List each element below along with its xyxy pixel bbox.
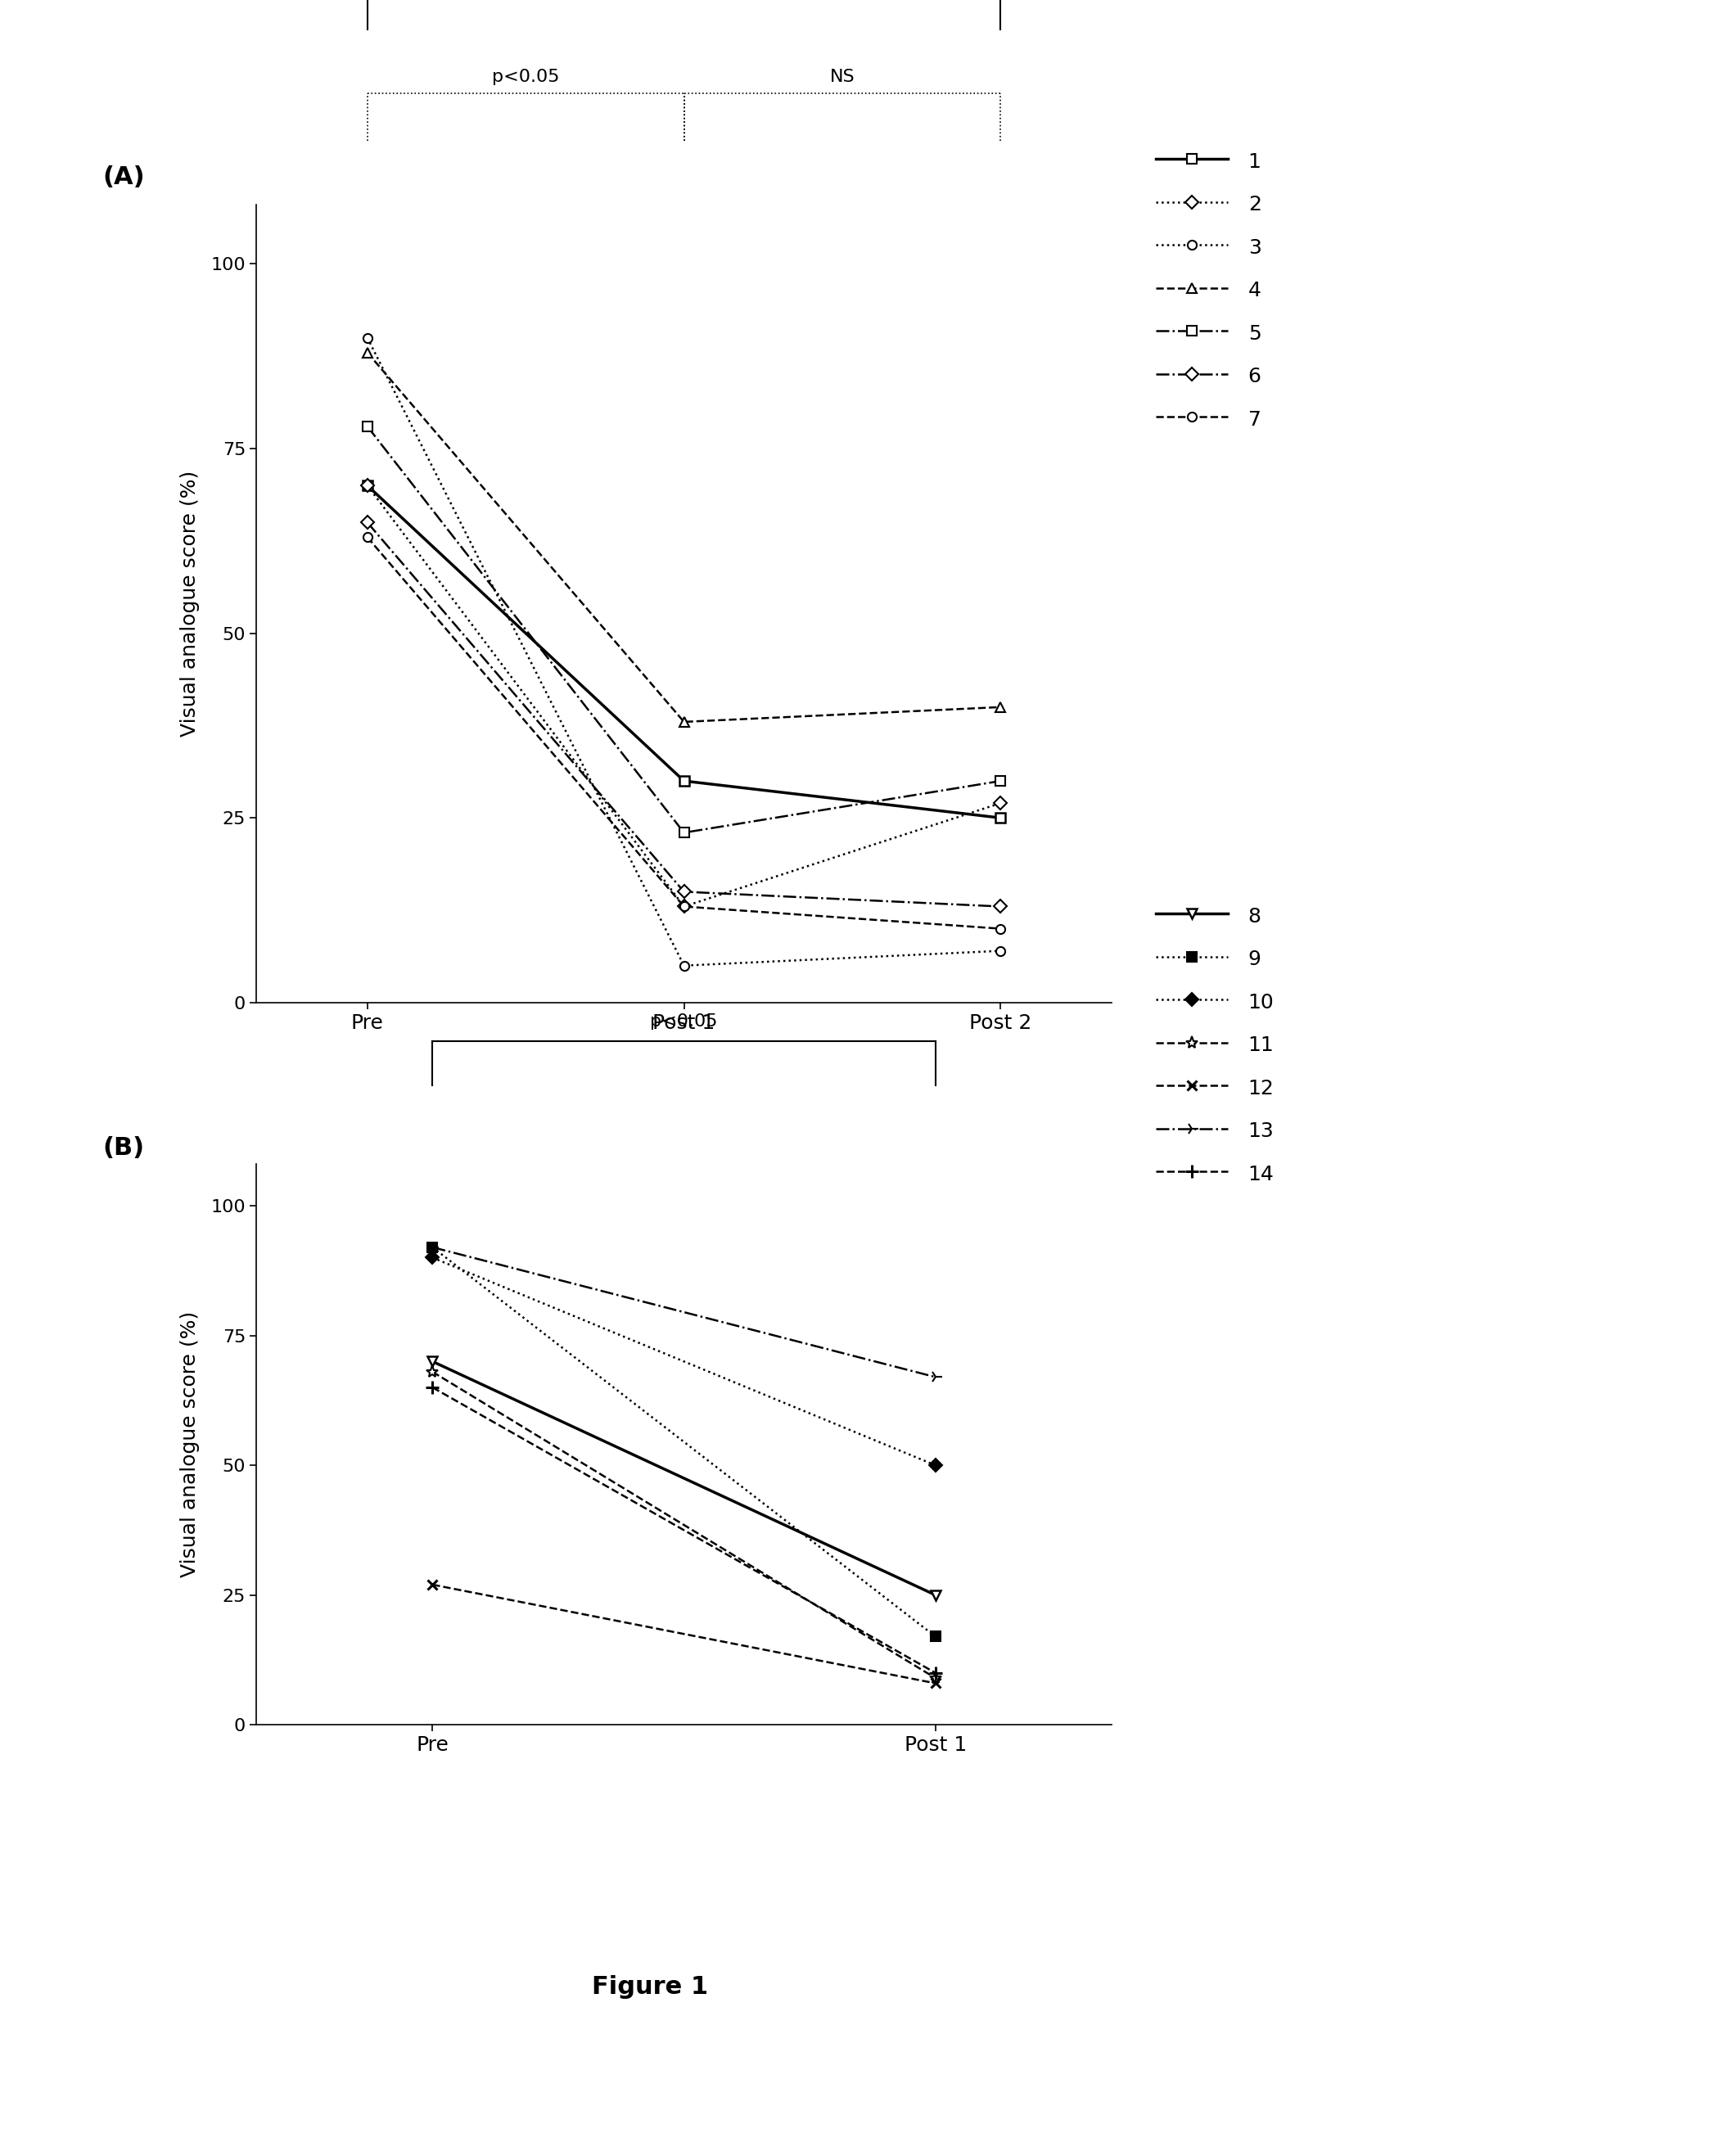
Text: NS: NS: [829, 69, 855, 84]
Text: (A): (A): [103, 166, 145, 190]
Y-axis label: Visual analogue score (%): Visual analogue score (%): [180, 470, 200, 737]
Text: p<0.05: p<0.05: [650, 1013, 718, 1031]
Y-axis label: Visual analogue score (%): Visual analogue score (%): [180, 1311, 200, 1578]
Legend: 1, 2, 3, 4, 5, 6, 7: 1, 2, 3, 4, 5, 6, 7: [1156, 151, 1260, 429]
Legend: 8, 9, 10, 11, 12, 13, 14: 8, 9, 10, 11, 12, 13, 14: [1156, 906, 1274, 1184]
Text: p<0.05: p<0.05: [492, 69, 559, 84]
Text: (B): (B): [103, 1136, 144, 1160]
Text: Figure 1: Figure 1: [592, 1975, 708, 1999]
